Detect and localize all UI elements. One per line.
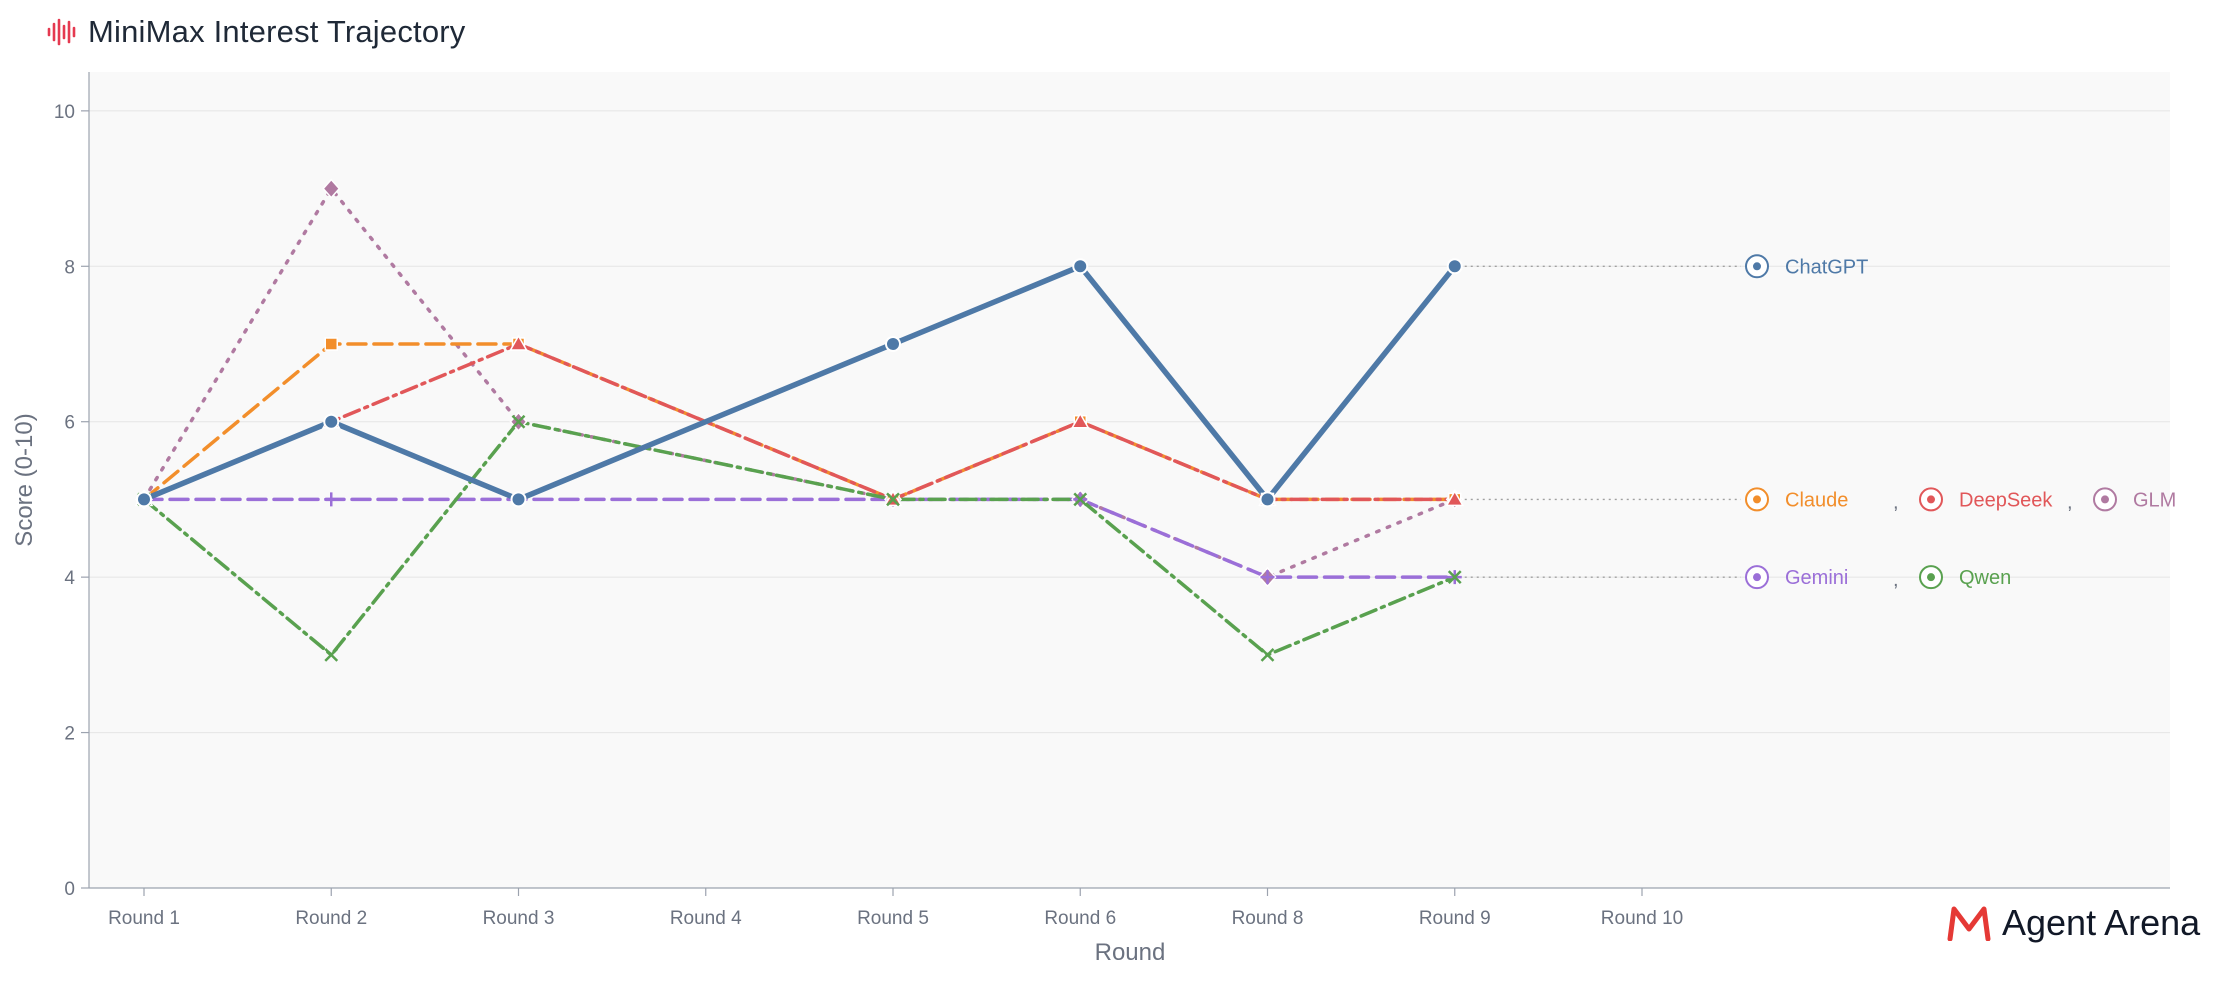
x-tick-label: Round 1	[108, 908, 180, 929]
x-tick-label: Round 2	[295, 908, 367, 929]
data-point	[324, 492, 339, 507]
x-tick-label: Round 8	[1232, 908, 1304, 929]
data-point	[1259, 491, 1276, 508]
x-tick-label: Round 10	[1601, 908, 1683, 929]
brand: Agent Arena	[1946, 902, 2200, 944]
chatgpt-icon-center	[1753, 262, 1761, 271]
agent-arena-logo-icon	[1947, 906, 1991, 941]
data-point	[509, 334, 528, 351]
legend-label: Claude	[1785, 489, 1848, 511]
axes: 0 2 4 6 8 10 Round 1 Round 2 Round 3 Round 4 Round…	[54, 72, 2170, 929]
data-point	[323, 413, 340, 430]
data-point	[1072, 258, 1089, 275]
data-point	[1260, 647, 1275, 662]
data-point	[1446, 258, 1463, 275]
chart-header: MiniMax Interest Trajectory	[46, 10, 466, 54]
legend-entry-qwen: Qwen	[1919, 565, 2011, 590]
y-tick-label: 4	[64, 568, 75, 589]
x-axis-title: Round	[1095, 939, 1166, 966]
data-point	[324, 337, 338, 351]
data-point	[1073, 492, 1088, 507]
legend-entry-claude: Claude,	[1745, 487, 1899, 513]
gemini-icon-center	[1753, 573, 1761, 582]
y-tick-label: 0	[64, 879, 75, 900]
legend-separator: ,	[2067, 491, 2073, 513]
legend-label: GLM	[2133, 489, 2176, 511]
legend-entry-deepseek: DeepSeek,	[1919, 487, 2073, 513]
data-point	[1447, 570, 1462, 585]
y-tick-label: 6	[64, 413, 75, 434]
x-tick-label: Round 3	[483, 908, 555, 929]
series-markers	[134, 178, 1465, 662]
x-tick-label: Round 9	[1419, 908, 1491, 929]
legend-separator: ,	[1893, 569, 1899, 591]
data-point	[1070, 412, 1090, 429]
plot-background	[89, 72, 2170, 888]
data-point	[510, 491, 527, 508]
x-tick-label: Round 4	[670, 908, 742, 929]
y-axis-title: Score (0-10)	[11, 413, 38, 546]
chart-title: MiniMax Interest Trajectory	[88, 14, 466, 49]
y-tick-label: 2	[64, 724, 75, 745]
waveform-icon	[47, 18, 76, 46]
legend-entry-glm: GLM	[2093, 487, 2176, 512]
glm-icon-center	[2101, 495, 2109, 504]
legend-label: ChatGPT	[1785, 256, 1868, 278]
y-tick-label: 10	[54, 102, 75, 123]
data-point	[322, 178, 341, 199]
legend-entry-gemini: Gemini,	[1745, 565, 1899, 591]
y-tick-label: 8	[64, 257, 75, 278]
legend-label: Gemini	[1785, 567, 1848, 589]
brand-name: Agent Arena	[2002, 902, 2201, 943]
deepseek-icon-center	[1927, 495, 1935, 504]
legend-connectors	[1464, 265, 1741, 578]
data-point	[886, 492, 900, 507]
data-point	[1260, 570, 1275, 585]
data-point	[136, 491, 152, 508]
legend-separator: ,	[1893, 491, 1899, 513]
data-point	[885, 336, 901, 352]
data-point	[324, 647, 339, 662]
claude-icon-center	[1753, 495, 1761, 504]
legend-label: DeepSeek	[1959, 489, 2053, 511]
legend-entry-chatgpt: ChatGPT	[1745, 254, 1868, 279]
x-tick-label: Round 5	[857, 908, 929, 929]
data-point	[1445, 489, 1465, 507]
data-point	[511, 414, 526, 429]
qwen-icon-center	[1927, 573, 1935, 582]
legend-label: Qwen	[1959, 567, 2011, 589]
x-tick-label: Round 6	[1044, 908, 1116, 929]
